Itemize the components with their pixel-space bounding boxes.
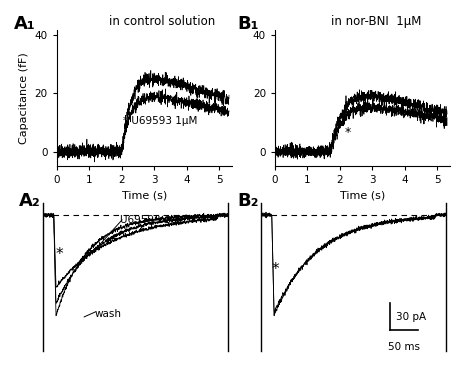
Text: *: * — [272, 262, 279, 277]
Text: A₁: A₁ — [14, 15, 36, 33]
Text: U69593 1μM: U69593 1μM — [120, 215, 186, 225]
Title: in nor-BNI  1μM: in nor-BNI 1μM — [331, 15, 422, 28]
Text: *: * — [345, 126, 351, 139]
X-axis label: Time (s): Time (s) — [122, 191, 167, 201]
Text: 50 ms: 50 ms — [388, 342, 420, 352]
Text: * U69593 1μM: * U69593 1μM — [123, 116, 198, 126]
Y-axis label: Capacitance (fF): Capacitance (fF) — [19, 52, 29, 144]
X-axis label: Time (s): Time (s) — [340, 191, 385, 201]
Title: in control solution: in control solution — [109, 15, 215, 28]
Text: A₂: A₂ — [19, 192, 41, 210]
Text: *: * — [55, 247, 63, 262]
Text: B₂: B₂ — [237, 192, 258, 210]
Text: B₁: B₁ — [237, 15, 258, 33]
Text: wash: wash — [94, 309, 121, 319]
Text: 30 pA: 30 pA — [396, 311, 426, 322]
